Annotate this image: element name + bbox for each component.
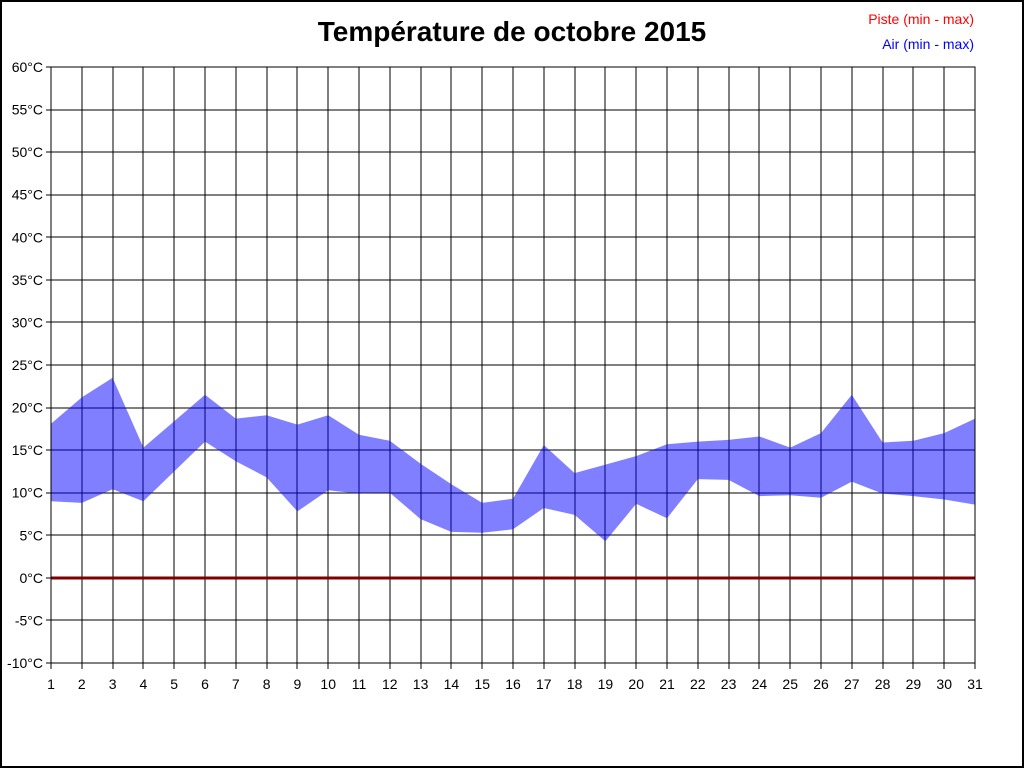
y-tick-label: 0°C [20, 570, 44, 586]
x-tick-label: 21 [659, 676, 675, 692]
x-tick-label: 14 [444, 676, 460, 692]
x-tick-label: 27 [844, 676, 860, 692]
y-tick-label: -5°C [15, 612, 43, 628]
y-tick-label: 35°C [12, 272, 43, 288]
x-tick-label: 10 [320, 676, 336, 692]
chart-title: Température de octobre 2015 [317, 16, 707, 47]
x-tick-label: 17 [536, 676, 552, 692]
x-tick-label: 15 [474, 676, 490, 692]
y-tick-label: 50°C [12, 144, 43, 160]
x-tick-label: 11 [352, 676, 367, 692]
x-tick-label: 4 [140, 676, 148, 692]
x-tick-label: 12 [382, 676, 398, 692]
x-tick-label: 29 [906, 676, 922, 692]
x-tick-label: 7 [232, 676, 240, 692]
y-tick-label: 25°C [12, 357, 43, 373]
air-minmax-band [51, 377, 975, 542]
x-tick-label: 22 [690, 676, 706, 692]
y-tick-label: 60°C [12, 59, 43, 75]
legend-piste-label: Piste (min - max) [868, 11, 974, 27]
x-tick-label: 6 [201, 676, 209, 692]
x-tick-label: 24 [752, 676, 768, 692]
x-tick-label: 8 [263, 676, 271, 692]
y-tick-label: 30°C [12, 314, 43, 330]
y-tick-label: 40°C [12, 229, 43, 245]
x-tick-label: 1 [47, 676, 55, 692]
y-tick-label: 45°C [12, 187, 43, 203]
legend-air-label: Air (min - max) [882, 36, 974, 52]
legend: Piste (min - max) Air (min - max) [868, 7, 974, 57]
x-tick-label: 20 [628, 676, 644, 692]
y-tick-label: 55°C [12, 102, 43, 118]
x-tick-label: 13 [413, 676, 429, 692]
plot-frame [50, 66, 976, 664]
y-tick-label: 20°C [12, 400, 43, 416]
x-tick-label: 5 [170, 676, 178, 692]
x-tick-label: 30 [936, 676, 952, 692]
x-tick-label: 26 [813, 676, 829, 692]
x-tick-label: 2 [78, 676, 86, 692]
x-tick-label: 23 [721, 676, 737, 692]
x-tick-label: 9 [294, 676, 302, 692]
x-tick-label: 28 [875, 676, 891, 692]
x-tick-label: 25 [782, 676, 798, 692]
x-tick-label: 3 [109, 676, 117, 692]
y-tick-label: 15°C [12, 442, 43, 458]
x-tick-label: 19 [598, 676, 614, 692]
x-tick-label: 16 [505, 676, 521, 692]
x-tick-label: 31 [967, 676, 983, 692]
y-tick-label: 5°C [20, 527, 44, 543]
y-tick-label: -10°C [7, 655, 43, 671]
x-tick-label: 18 [567, 676, 583, 692]
y-tick-label: 10°C [12, 485, 43, 501]
